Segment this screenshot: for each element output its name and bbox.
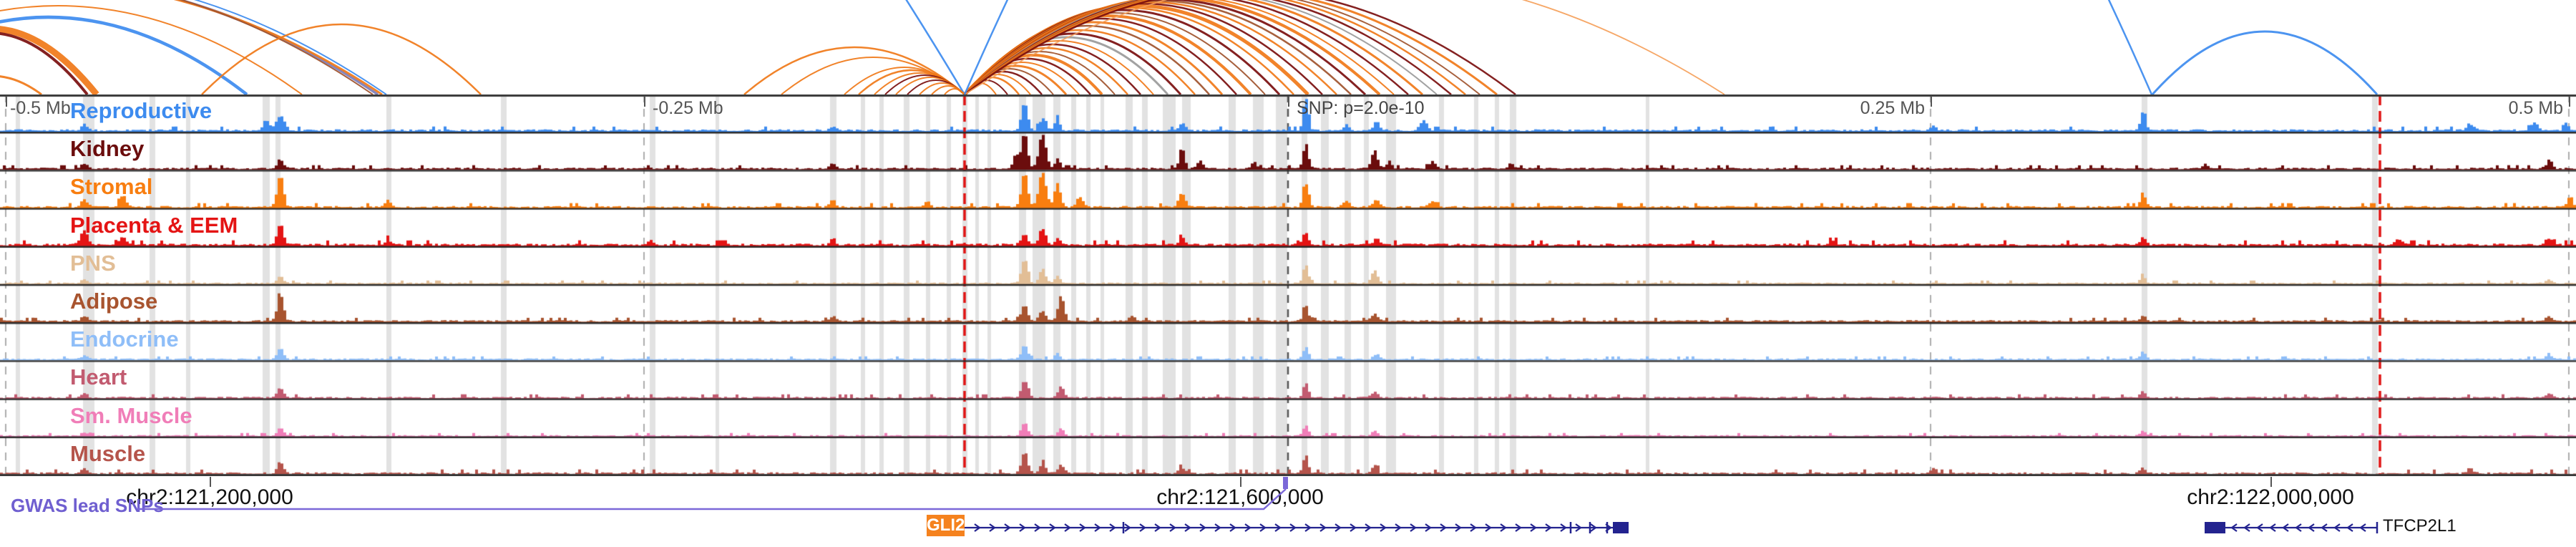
axis-tick <box>210 477 211 487</box>
interaction-arc[interactable] <box>0 26 99 95</box>
coordinate-label-121200000: chr2:121,200,000 <box>126 485 293 509</box>
axis-tick <box>1240 477 1241 487</box>
gene-tfcp2l1-label[interactable]: TFCP2L1 <box>2383 516 2457 536</box>
axis-label-plus-0.5mb: 0.5 Mb <box>2508 98 2563 118</box>
track-label-kidney[interactable]: Kidney <box>70 136 145 162</box>
interaction-arc[interactable] <box>0 0 379 95</box>
axis-label-plus-0.25mb: 0.25 Mb <box>1860 98 1925 118</box>
axis-label-minus-0.25mb: -0.25 Mb <box>653 98 723 118</box>
interaction-arc[interactable] <box>0 0 387 95</box>
gwas-snp-marker[interactable] <box>1283 477 1288 489</box>
interaction-arc[interactable] <box>0 32 89 95</box>
gene-gli2-label-box[interactable]: GLI2 <box>927 515 965 536</box>
gwas-lead-snps-label: GWAS lead SNPs <box>11 495 164 516</box>
interaction-arc[interactable] <box>0 15 248 95</box>
track-label-muscle[interactable]: Muscle <box>70 440 146 466</box>
coordinate-label-121600000: chr2:121,600,000 <box>1156 485 1324 509</box>
track-label-endocrine[interactable]: Endocrine <box>70 326 179 352</box>
track-label-placenta-eem[interactable]: Placenta & EEM <box>70 212 238 238</box>
interaction-arc[interactable] <box>964 0 1423 95</box>
gene-models <box>965 522 2379 533</box>
axis-tick <box>2270 477 2272 487</box>
axis-label-minus-0.5mb: -0.5 Mb <box>10 98 71 118</box>
interaction-arc[interactable] <box>964 0 1725 95</box>
interaction-arc[interactable] <box>0 5 303 95</box>
signal-tracks-canvas[interactable] <box>0 95 2576 476</box>
interaction-arc[interactable] <box>964 0 1516 95</box>
track-label-reproductive[interactable]: Reproductive <box>70 98 213 123</box>
interaction-arcs <box>0 0 2379 95</box>
interaction-arc[interactable] <box>201 23 482 95</box>
interaction-arc[interactable] <box>944 88 965 95</box>
interaction-arc[interactable] <box>0 75 42 95</box>
track-label-stromal[interactable]: Stromal <box>70 174 153 200</box>
track-label-sm-muscle[interactable]: Sm. Muscle <box>70 402 192 428</box>
coordinate-label-122000000: chr2:122,000,000 <box>2187 485 2354 509</box>
snp-pvalue-label: SNP: p=2.0e-10 <box>1297 98 1425 118</box>
interaction-arc[interactable] <box>0 0 966 95</box>
axis-tick <box>1288 97 1289 107</box>
gwas-leader-line <box>137 477 1288 510</box>
interaction-arc[interactable] <box>743 46 965 95</box>
axis-tick <box>6 97 7 107</box>
interaction-arc[interactable] <box>963 0 2153 95</box>
axis-tick <box>1931 97 1932 107</box>
interaction-arc[interactable] <box>0 0 383 95</box>
track-label-adipose[interactable]: Adipose <box>70 289 158 314</box>
axis-tick <box>644 97 645 107</box>
track-label-heart[interactable]: Heart <box>70 364 127 390</box>
interaction-arc[interactable] <box>0 0 374 95</box>
axis-tick <box>2569 97 2570 107</box>
interaction-arc[interactable] <box>2151 30 2379 95</box>
track-label-pns[interactable]: PNS <box>70 250 116 276</box>
